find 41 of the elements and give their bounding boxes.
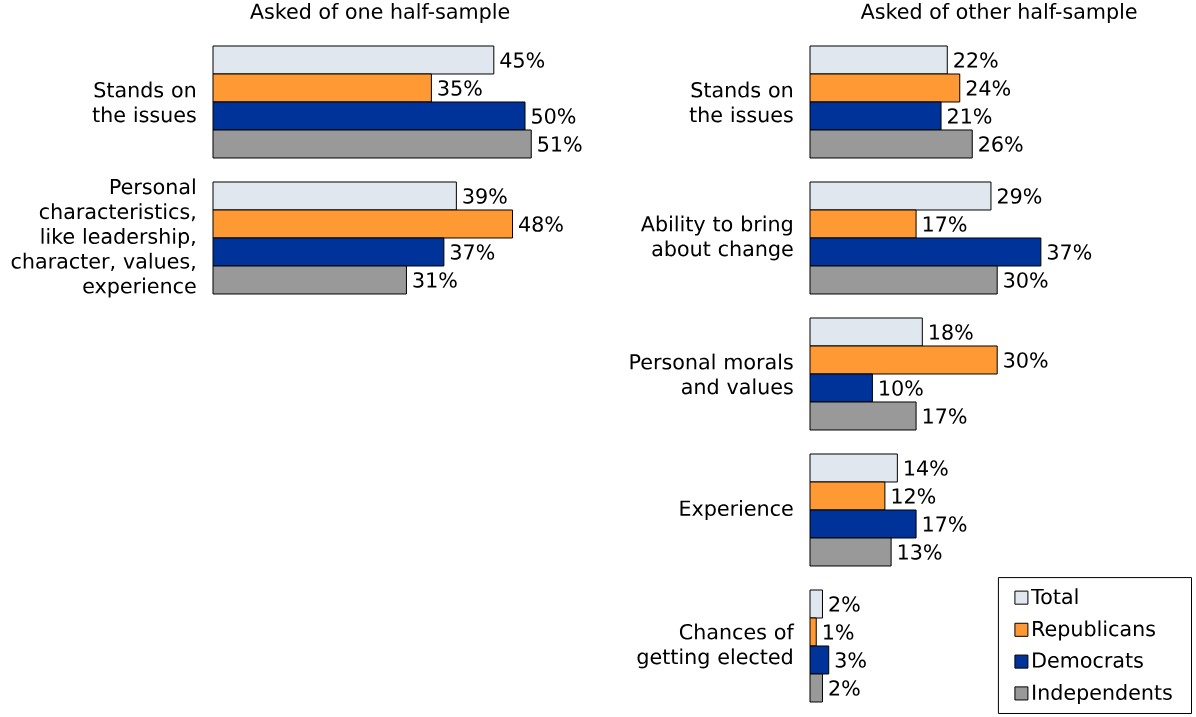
data-label: 24%: [966, 80, 1011, 96]
data-label: 1%: [824, 624, 854, 640]
data-label: 50%: [532, 108, 576, 124]
data-label: 51%: [538, 136, 582, 152]
data-label: 30%: [1004, 272, 1048, 288]
data-label: 30%: [1004, 352, 1048, 368]
y-tick-label: Personal morals and values: [630, 353, 793, 395]
data-label: 39%: [463, 188, 507, 204]
data-label: 22%: [954, 52, 998, 68]
data-label: 48%: [519, 216, 563, 232]
y-tick-label: Ability to bring about change: [640, 215, 793, 261]
y-tick-label: Chances of getting elected: [637, 623, 795, 669]
legend-label: Democrats: [1033, 652, 1143, 668]
data-label: 26%: [979, 136, 1023, 152]
y-tick-label: Stands on the issues: [92, 81, 196, 123]
y-tick-label: Experience: [680, 499, 793, 520]
data-label: 12%: [892, 488, 936, 504]
data-label: 3%: [835, 652, 866, 668]
data-label: 35%: [438, 80, 482, 96]
y-tick-label: Stands on the issues: [689, 81, 793, 123]
data-label: 10%: [880, 380, 923, 396]
chart-title: Asked of other half-sample: [860, 3, 1137, 24]
legend-label: Independents: [1033, 684, 1172, 705]
data-label: 29%: [997, 188, 1042, 204]
data-label: 45%: [500, 52, 545, 68]
data-label: 17%: [923, 516, 967, 532]
data-label: 13%: [898, 544, 942, 560]
data-label: 2%: [829, 596, 860, 612]
data-label: 14%: [905, 460, 948, 476]
data-label: 37%: [1047, 244, 1092, 260]
data-label: 18%: [930, 324, 973, 340]
legend-label: Republicans: [1033, 620, 1155, 641]
legend-label: Total: [1031, 588, 1078, 605]
data-label: 31%: [413, 272, 457, 288]
y-tick-label: Personal characteristics, like leadership, character, values, experience: [11, 178, 196, 298]
data-label: 2%: [829, 680, 860, 696]
data-label: 21%: [948, 108, 992, 124]
data-label: 17%: [923, 216, 967, 232]
chart-title: Asked of one half-sample: [250, 3, 510, 24]
data-label: 17%: [923, 408, 967, 424]
data-label: 37%: [450, 244, 495, 260]
